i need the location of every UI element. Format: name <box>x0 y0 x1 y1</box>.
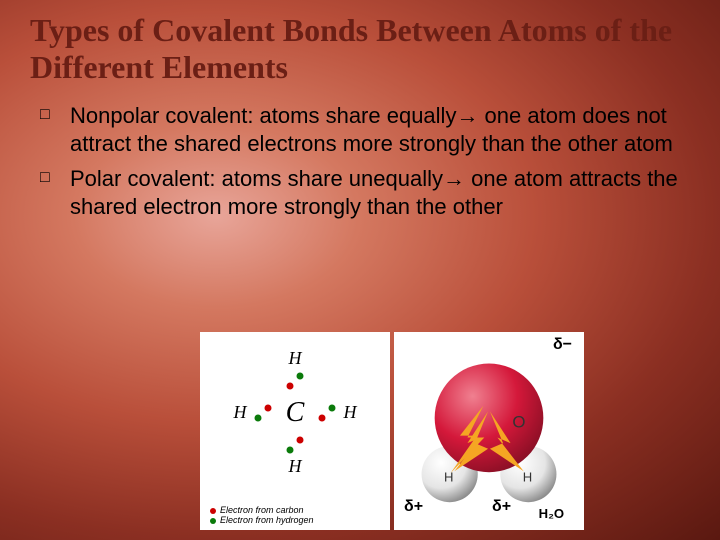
h-label-top: H <box>288 348 303 368</box>
electron-dot-hydrogen <box>329 405 336 412</box>
water-diagram: O H H H₂O δ− δ+ δ+ <box>394 332 584 530</box>
legend-dot-carbon <box>210 508 216 514</box>
diagrams-container: C H H H H Electron from carbon <box>200 332 584 530</box>
electron-dot-carbon <box>297 437 304 444</box>
electron-dot-hydrogen <box>255 415 262 422</box>
bullet-text: Nonpolar covalent: atoms share equally→ … <box>70 102 680 159</box>
bullet-marker: □ <box>40 165 70 222</box>
h-label-bottom: H <box>288 456 303 476</box>
water-formula: H₂O <box>539 506 565 521</box>
bullet-item: □ Nonpolar covalent: atoms share equally… <box>40 102 680 159</box>
h-label-right: H <box>343 402 358 422</box>
carbon-label: C <box>286 397 305 428</box>
delta-minus: δ− <box>553 336 572 354</box>
legend-label: Electron from hydrogen <box>220 516 314 526</box>
bullet-text: Polar covalent: atoms share unequally→ o… <box>70 165 680 222</box>
methane-diagram: C H H H H Electron from carbon <box>200 332 390 530</box>
h-left-label: H <box>444 470 453 485</box>
electron-dot-carbon <box>287 383 294 390</box>
electron-dot-hydrogen <box>287 447 294 454</box>
content-area: □ Nonpolar covalent: atoms share equally… <box>0 94 720 222</box>
delta-plus-right: δ+ <box>492 498 511 516</box>
h-label-left: H <box>233 402 248 422</box>
methane-svg: C H H H H <box>210 338 380 488</box>
legend-dot-hydrogen <box>210 518 216 524</box>
oxygen-label: O <box>512 412 525 431</box>
h-right-label: H <box>523 470 532 485</box>
page-title: Types of Covalent Bonds Between Atoms of… <box>0 0 720 94</box>
bullet-marker: □ <box>40 102 70 159</box>
water-svg: O H H H₂O <box>400 338 578 524</box>
electron-dot-carbon <box>319 415 326 422</box>
delta-plus-left: δ+ <box>404 498 423 516</box>
methane-legend: Electron from carbon Electron from hydro… <box>210 506 314 526</box>
legend-row: Electron from hydrogen <box>210 516 314 526</box>
electron-dot-carbon <box>265 405 272 412</box>
bullet-item: □ Polar covalent: atoms share unequally→… <box>40 165 680 222</box>
electron-dot-hydrogen <box>297 373 304 380</box>
oxygen-sphere <box>435 364 544 473</box>
